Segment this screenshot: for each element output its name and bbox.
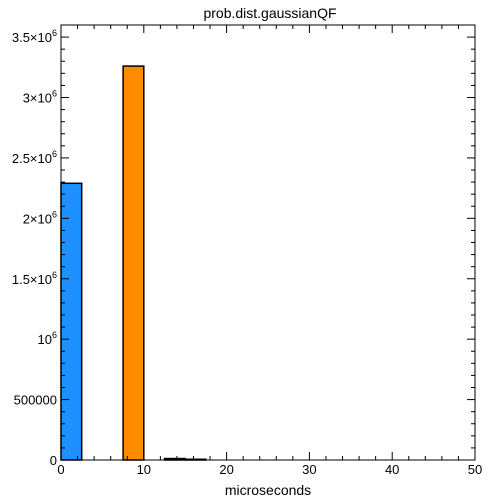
y-tick-labels: 0 500000 106 1.5×106 2×106 2.5×106 3×106 3.5×10… (12, 28, 57, 468)
y-tick-label: 106 (38, 330, 57, 347)
y-tick-label: 3.5×106 (12, 28, 57, 45)
y-tick-label: 2.5×106 (12, 149, 57, 166)
y-tick-label: 500000 (14, 393, 57, 408)
x-tick-label: 30 (302, 462, 316, 477)
x-tick-label: 0 (57, 462, 64, 477)
x-axis-title: microseconds (225, 482, 311, 498)
x-tick-label: 50 (468, 462, 482, 477)
y-tick-label: 1.5×106 (12, 270, 57, 287)
ticks-group (60, 24, 476, 461)
y-tick-label: 2×106 (23, 209, 57, 226)
bar-0 (60, 182, 83, 461)
x-tick-label: 40 (385, 462, 399, 477)
x-tick-label: 20 (219, 462, 233, 477)
x-tick-labels: 0 10 20 30 40 50 (57, 462, 482, 477)
bar-1 (122, 65, 145, 461)
chart-title: prob.dist.gaussianQF (203, 5, 336, 21)
y-tick-label: 0 (50, 453, 57, 468)
x-tick-label: 10 (137, 462, 151, 477)
y-tick-label: 3×106 (23, 89, 57, 106)
bars-group (60, 65, 207, 461)
